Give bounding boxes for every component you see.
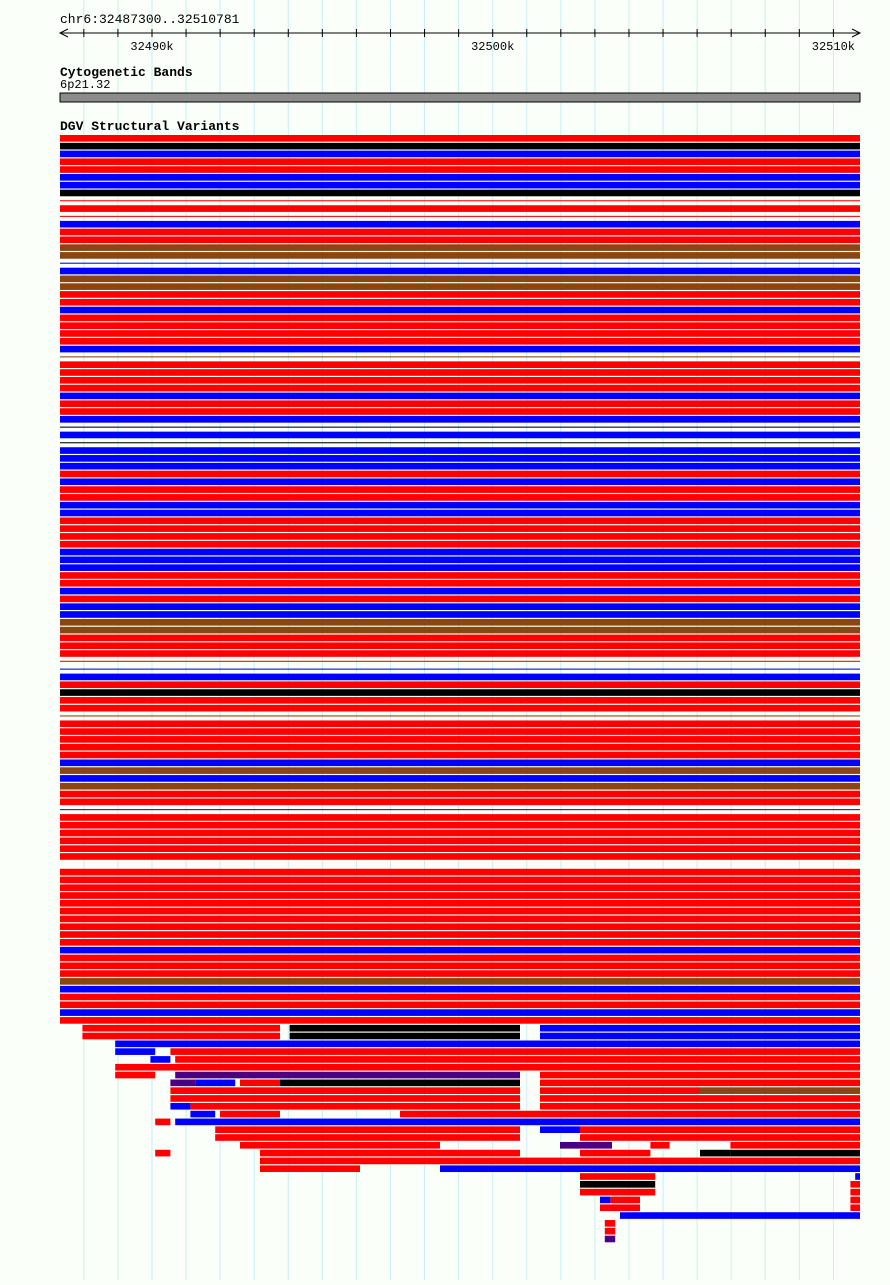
svg-text:32500k: 32500k (471, 40, 514, 54)
svg-text:32490k: 32490k (130, 40, 173, 54)
svg-text:6p21.32: 6p21.32 (60, 78, 110, 92)
svg-text:chr6:32487300..32510781: chr6:32487300..32510781 (60, 12, 240, 27)
svg-text:DGV Structural Variants: DGV Structural Variants (60, 119, 240, 134)
svg-text:32510k: 32510k (812, 40, 855, 54)
